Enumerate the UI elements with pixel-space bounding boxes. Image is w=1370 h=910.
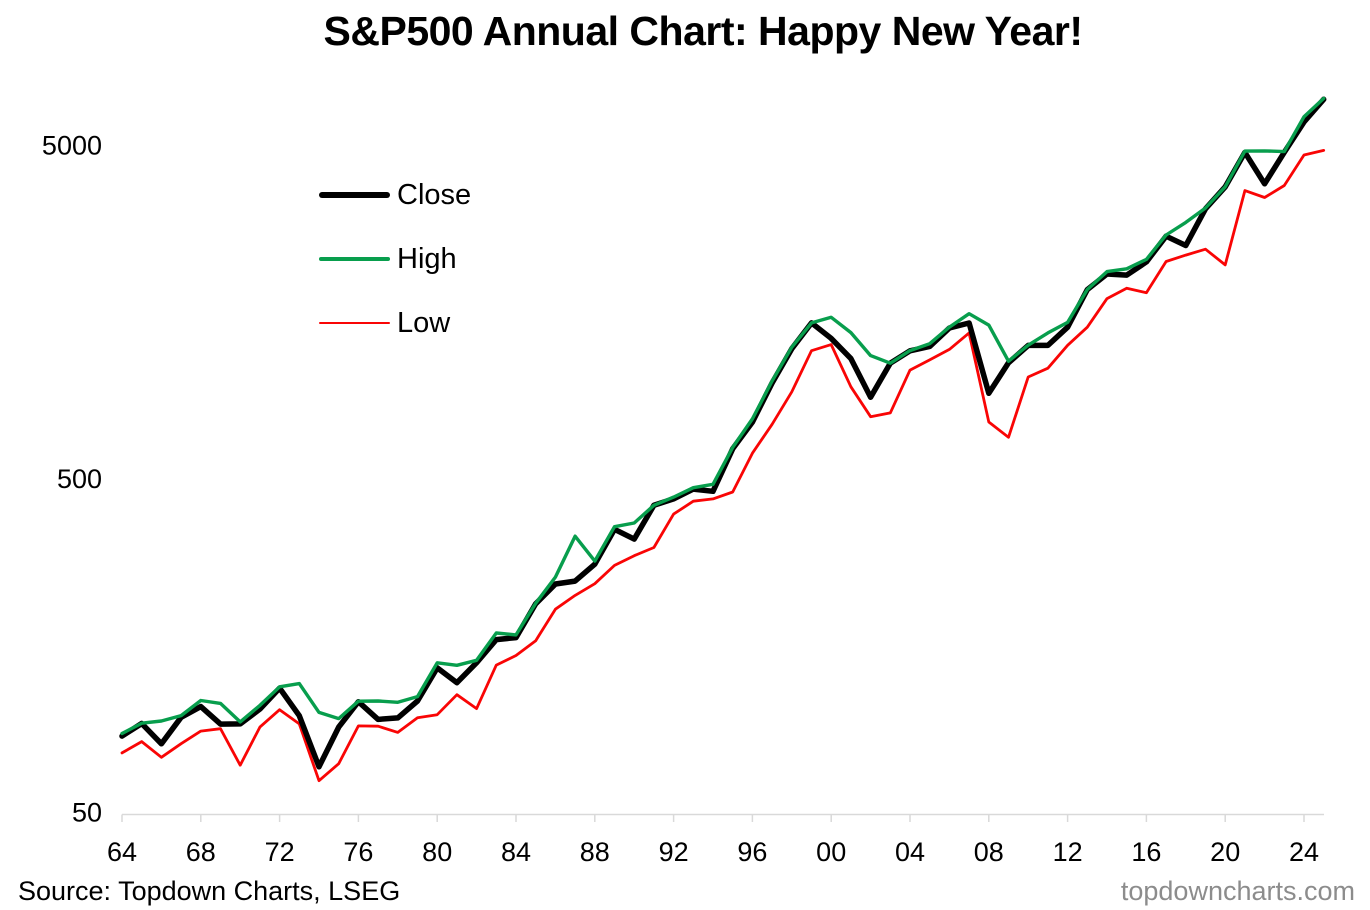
x-tick-label: 08 <box>974 837 1004 867</box>
legend-item-low: Low <box>319 291 471 355</box>
y-tick-label: 500 <box>57 464 102 494</box>
x-tick-label: 72 <box>265 837 295 867</box>
x-tick-label: 24 <box>1289 837 1319 867</box>
legend-swatch-high <box>319 257 390 261</box>
legend-item-high: High <box>319 227 471 291</box>
x-tick-label: 96 <box>737 837 767 867</box>
y-tick-label: 50 <box>72 798 102 828</box>
legend-item-close: Close <box>319 163 471 227</box>
x-tick-label: 20 <box>1210 837 1240 867</box>
x-tick-label: 16 <box>1131 837 1161 867</box>
legend-label: High <box>397 242 457 275</box>
x-tick-label: 84 <box>501 837 531 867</box>
x-tick-label: 04 <box>895 837 925 867</box>
x-tick-label: 76 <box>343 837 373 867</box>
x-tick-label: 12 <box>1053 837 1083 867</box>
x-tick-label: 64 <box>107 837 137 867</box>
legend: Close High Low <box>319 163 471 355</box>
source-note: Source: Topdown Charts, LSEG <box>18 876 401 906</box>
x-tick-label: 00 <box>816 837 846 867</box>
series-line-low <box>120 148 1326 783</box>
x-tick-label: 68 <box>186 837 216 867</box>
series-line-high <box>120 96 1326 736</box>
watermark: topdowncharts.com <box>1120 876 1355 906</box>
x-tick-label: 80 <box>422 837 452 867</box>
chart-title: S&P500 Annual Chart: Happy New Year! <box>323 8 1083 54</box>
x-tick-label: 88 <box>580 837 610 867</box>
legend-swatch-close <box>319 192 390 198</box>
legend-swatch-low <box>319 321 390 325</box>
x-tick-label: 92 <box>659 837 689 867</box>
y-tick-label: 5000 <box>42 131 102 161</box>
series-line-close <box>119 96 1327 770</box>
legend-label: Close <box>397 178 472 211</box>
legend-label: Low <box>397 306 451 339</box>
